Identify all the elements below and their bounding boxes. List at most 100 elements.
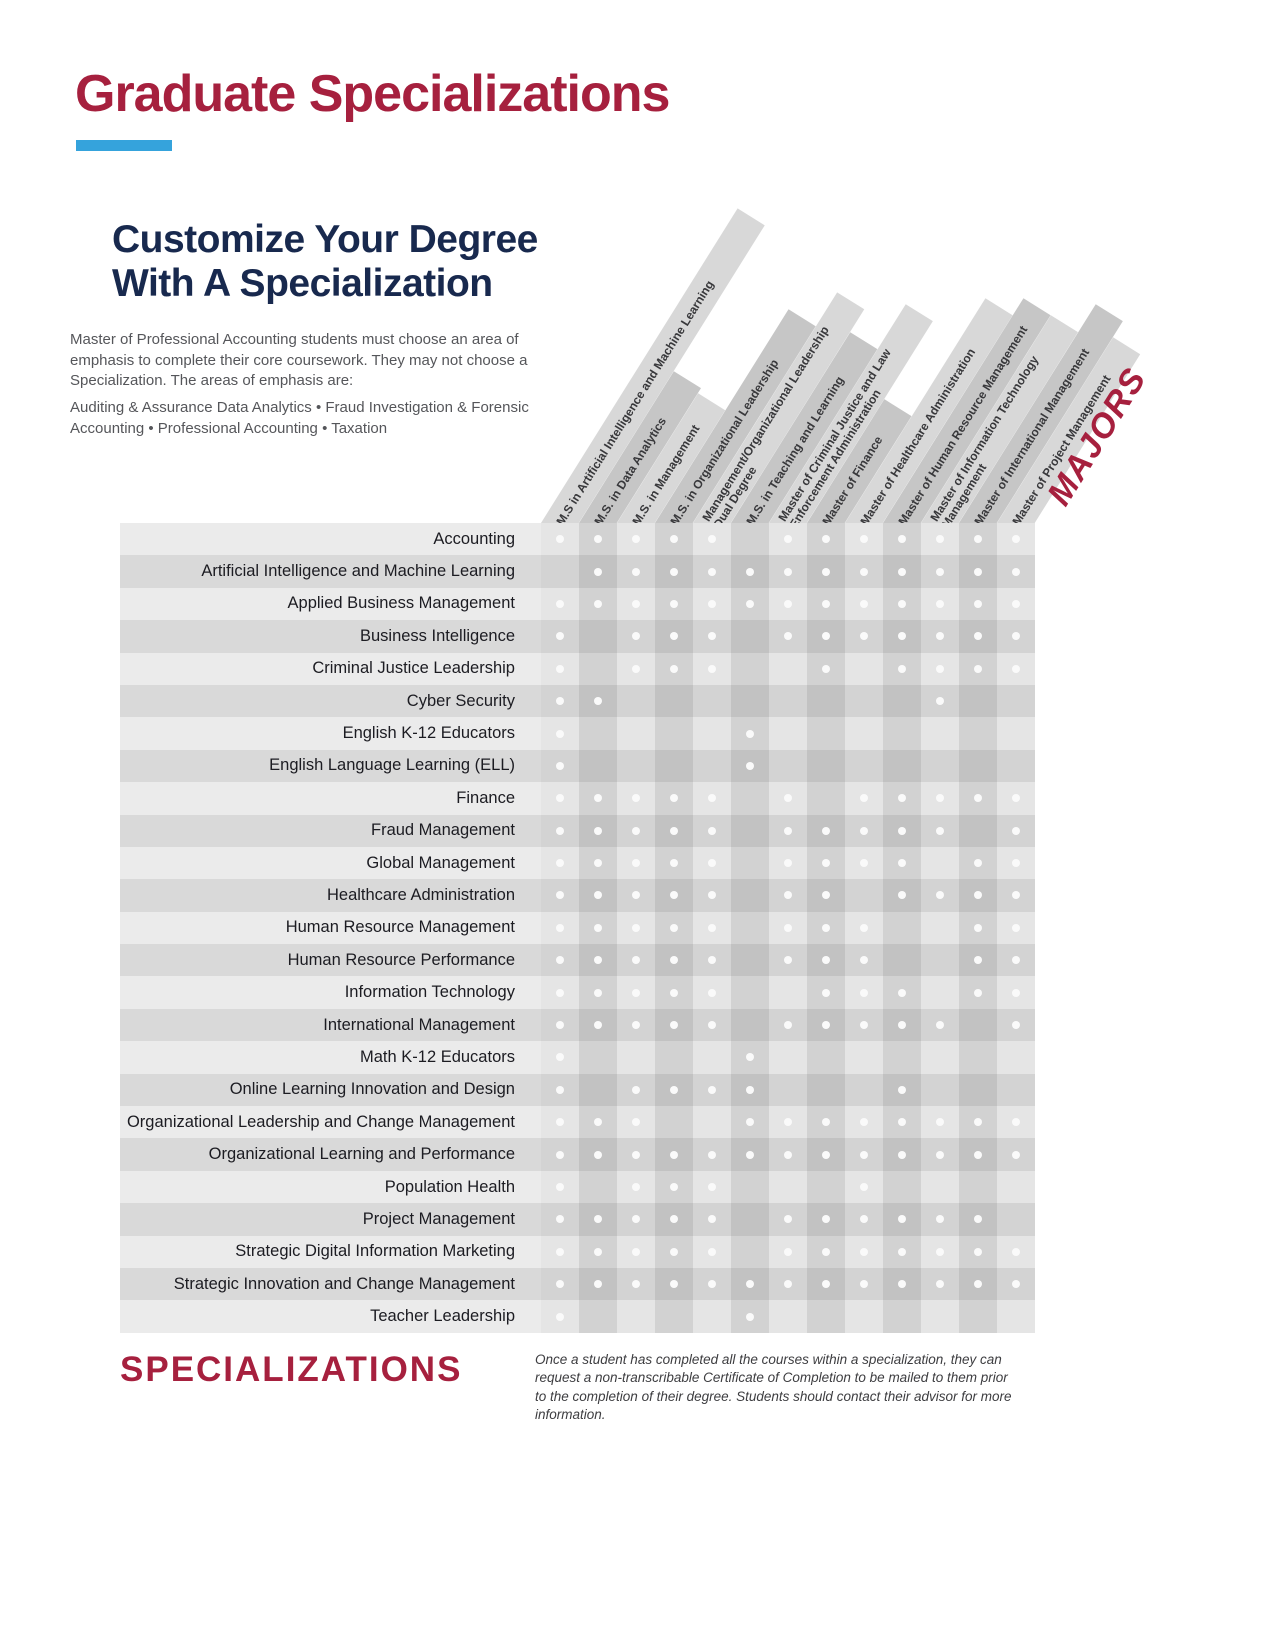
availability-dot-icon [556, 794, 564, 803]
availability-dot-icon [632, 794, 640, 803]
availability-dot-icon [708, 632, 716, 641]
matrix-row: Math K-12 Educators [120, 1041, 1035, 1074]
matrix-cell [579, 620, 617, 653]
availability-dot-icon [632, 535, 640, 544]
availability-dot-icon [594, 826, 602, 835]
matrix-cell [921, 523, 959, 555]
matrix-cell [921, 750, 959, 782]
matrix-cell [769, 782, 807, 814]
matrix-cell [845, 1171, 883, 1203]
availability-dot-icon [632, 826, 640, 835]
matrix-cell [883, 717, 921, 750]
matrix-cell [845, 620, 883, 652]
matrix-row: Accounting [120, 523, 1035, 556]
availability-dot-icon [594, 599, 602, 608]
row-label-specialization: Fraud Management [371, 821, 515, 840]
matrix-cell [693, 1203, 731, 1235]
matrix-cell [731, 1300, 769, 1333]
matrix-cell [769, 555, 807, 587]
availability-dot-icon [708, 1085, 716, 1094]
matrix-cell [959, 523, 997, 556]
row-label-specialization: Online Learning Innovation and Design [229, 1080, 515, 1099]
matrix-cell [579, 587, 617, 621]
matrix-cell [693, 847, 731, 879]
matrix-row: Project Management [120, 1203, 1035, 1236]
matrix-cell [693, 717, 731, 749]
matrix-row: English K-12 Educators [120, 717, 1035, 750]
availability-dot-icon [822, 1150, 830, 1159]
intro-heading: Customize Your Degree With A Specializat… [112, 218, 538, 306]
matrix-cell [617, 620, 655, 652]
availability-dot-icon [708, 535, 716, 544]
matrix-cell [921, 879, 959, 911]
matrix-cell [769, 1041, 807, 1073]
matrix-cell [959, 1138, 997, 1171]
availability-dot-icon [556, 1215, 564, 1224]
matrix-cell [693, 1041, 731, 1073]
availability-dot-icon [822, 891, 830, 900]
availability-dot-icon [860, 1183, 868, 1191]
matrix-cell [655, 1041, 693, 1074]
matrix-cell [997, 944, 1035, 976]
availability-dot-icon [784, 1280, 792, 1289]
matrix-cell [579, 749, 617, 783]
matrix-cell [693, 620, 731, 652]
availability-dot-icon [708, 923, 716, 932]
availability-dot-icon [556, 599, 564, 608]
availability-dot-icon [1012, 664, 1020, 673]
availability-dot-icon [822, 956, 830, 965]
matrix-cell [845, 653, 883, 685]
matrix-cell [807, 684, 845, 718]
matrix-cell [807, 944, 845, 977]
matrix-cell [617, 523, 655, 555]
matrix-cell [731, 911, 769, 945]
matrix-cell [997, 717, 1035, 749]
matrix-cell [845, 782, 883, 814]
matrix-cell [997, 1300, 1035, 1332]
availability-dot-icon [746, 1312, 754, 1321]
availability-dot-icon [670, 1085, 678, 1094]
availability-dot-icon [822, 535, 830, 544]
matrix-cell [959, 1106, 997, 1139]
matrix-cell [541, 750, 579, 782]
availability-dot-icon [632, 632, 640, 641]
availability-dot-icon [746, 761, 754, 770]
availability-dot-icon [556, 729, 564, 738]
availability-dot-icon [974, 535, 982, 544]
matrix-cell [997, 1041, 1035, 1073]
matrix-cell [845, 912, 883, 944]
matrix-cell [579, 652, 617, 685]
availability-dot-icon [936, 1247, 944, 1256]
availability-dot-icon [632, 1280, 640, 1289]
availability-dot-icon [708, 891, 716, 900]
availability-dot-icon [784, 826, 792, 835]
matrix-cell [617, 653, 655, 685]
availability-dot-icon [1012, 1150, 1020, 1159]
matrix-cell [769, 1268, 807, 1300]
availability-dot-icon [822, 1118, 830, 1127]
matrix-cell [693, 976, 731, 1008]
matrix-cell [541, 1106, 579, 1138]
availability-dot-icon [784, 923, 792, 932]
availability-dot-icon [594, 1247, 602, 1256]
matrix-cell [959, 846, 997, 880]
matrix-cell [845, 1074, 883, 1106]
matrix-cell [883, 782, 921, 815]
matrix-row: Global Management [120, 846, 1035, 880]
matrix-cell [655, 1073, 693, 1107]
availability-dot-icon [898, 599, 906, 608]
availability-dot-icon [898, 1085, 906, 1094]
matrix-cell [959, 1170, 997, 1204]
matrix-cell [921, 1300, 959, 1332]
availability-dot-icon [708, 988, 716, 997]
availability-dot-icon [670, 632, 678, 641]
availability-dot-icon [822, 1215, 830, 1224]
matrix-cell [655, 684, 693, 718]
matrix-cell [883, 1235, 921, 1268]
row-label-specialization: English Language Learning (ELL) [269, 756, 515, 775]
matrix-cell [655, 1300, 693, 1333]
matrix-cell [959, 1235, 997, 1268]
matrix-cell [845, 685, 883, 717]
availability-dot-icon [974, 664, 982, 673]
matrix-cell [731, 523, 769, 556]
